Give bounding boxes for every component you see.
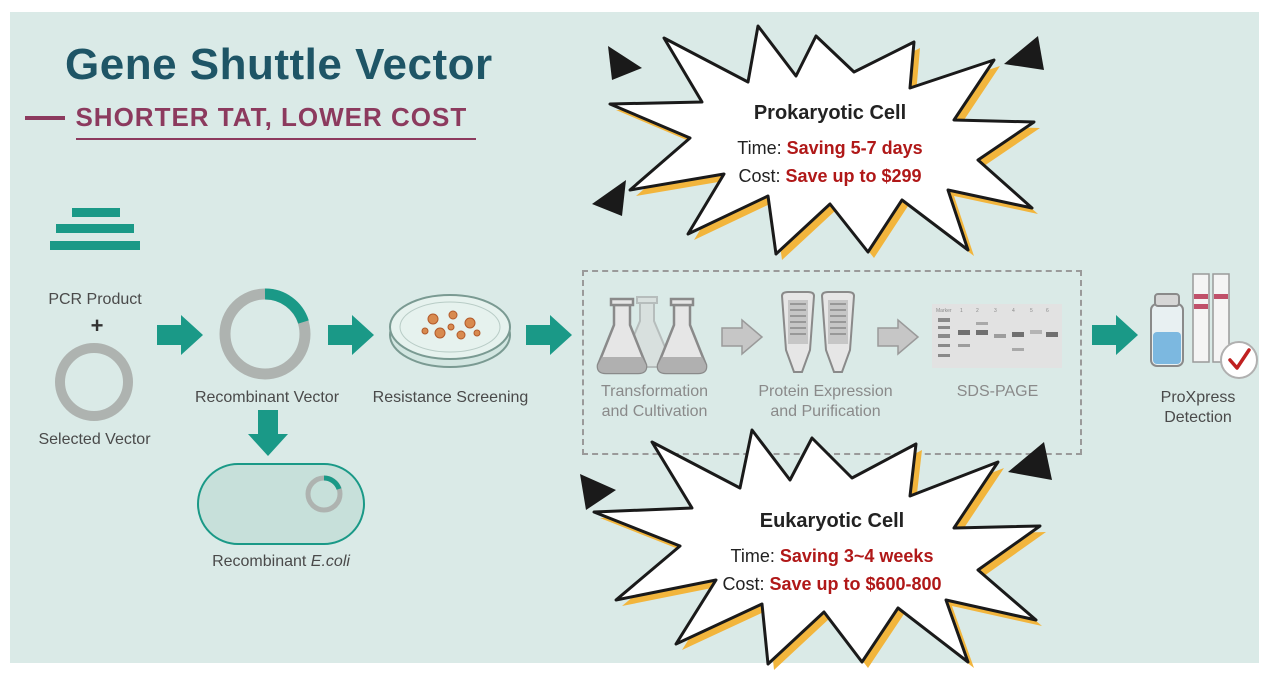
subtitle-dash-icon [25, 116, 65, 120]
burst-top-text: Prokaryotic Cell Time: Saving 5-7 days C… [710, 98, 950, 191]
sds-page-label: SDS-PAGE [950, 382, 1045, 402]
selected-vector-icon [52, 340, 136, 424]
arrow-icon [157, 315, 203, 355]
sds-page-icon: Marker 1 2 3 4 5 6 [932, 304, 1062, 368]
arrow-down-icon [248, 410, 288, 456]
arrow-grey-icon [878, 320, 918, 354]
detection-icon [1145, 274, 1260, 384]
main-title: Gene Shuttle Vector [65, 40, 493, 90]
recombinant-vector-icon [215, 284, 315, 384]
flasks-icon [598, 297, 708, 375]
subtitle-underline [76, 138, 476, 140]
burst-bottom-time-val: Saving 3~4 weeks [780, 546, 934, 566]
burst-bottom-text: Eukaryotic Cell Time: Saving 3~4 weeks C… [692, 506, 972, 599]
subtitle-text: SHORTER TAT, LOWER COST [75, 102, 467, 133]
infographic-canvas: Gene Shuttle Vector SHORTER TAT, LOWER C… [10, 12, 1259, 663]
svg-text:6: 6 [1046, 308, 1049, 314]
svg-text:Marker: Marker [936, 308, 952, 314]
recombinant-ecoli-label: Recombinant E.coli [196, 552, 366, 572]
svg-text:5: 5 [1030, 308, 1033, 314]
subtitle-group: SHORTER TAT, LOWER COST [25, 102, 467, 133]
recombinant-ecoli-icon [196, 462, 366, 546]
petri-dish-icon [385, 287, 515, 375]
resistance-screening-label: Resistance Screening [368, 388, 533, 408]
burst-bottom-cost-key: Cost: [722, 574, 769, 594]
burst-bottom-cost-val: Save up to $600-800 [769, 574, 941, 594]
pcr-product-label: PCR Product [40, 290, 150, 310]
pcr-product-icon [50, 208, 145, 268]
svg-text:3: 3 [994, 308, 997, 314]
burst-bottom-cost: Cost: Save up to $600-800 [692, 571, 972, 599]
svg-text:4: 4 [1012, 308, 1015, 314]
arrow-icon [1092, 315, 1138, 355]
svg-text:2: 2 [976, 308, 979, 314]
transformation-label: Transformation and Cultivation [592, 382, 717, 422]
detection-label: ProXpress Detection [1148, 388, 1248, 428]
burst-top-cost: Cost: Save up to $299 [710, 163, 950, 191]
selected-vector-label: Selected Vector [32, 430, 157, 450]
recombinant-ecoli-label-pre: Recombinant [212, 553, 311, 570]
svg-text:1: 1 [960, 308, 963, 314]
arrow-grey-icon [722, 320, 762, 354]
recombinant-vector-label: Recombinant Vector [192, 388, 342, 408]
burst-top-cost-val: Save up to $299 [785, 166, 921, 186]
arrow-icon [526, 315, 572, 355]
burst-top-cost-key: Cost: [738, 166, 785, 186]
burst-top-time-val: Saving 5-7 days [787, 138, 923, 158]
burst-top-time-key: Time: [737, 138, 786, 158]
burst-top-heading: Prokaryotic Cell [710, 98, 950, 129]
plus-label: + [82, 312, 112, 340]
burst-bottom-heading: Eukaryotic Cell [692, 506, 972, 537]
recombinant-ecoli-label-italic: E.coli [311, 553, 350, 570]
burst-bottom-time: Time: Saving 3~4 weeks [692, 543, 972, 571]
burst-bottom-time-key: Time: [731, 546, 780, 566]
purification-label: Protein Expression and Purification [758, 382, 893, 422]
arrow-icon [328, 315, 374, 355]
burst-top-time: Time: Saving 5-7 days [710, 135, 950, 163]
columns-icon [780, 292, 856, 376]
